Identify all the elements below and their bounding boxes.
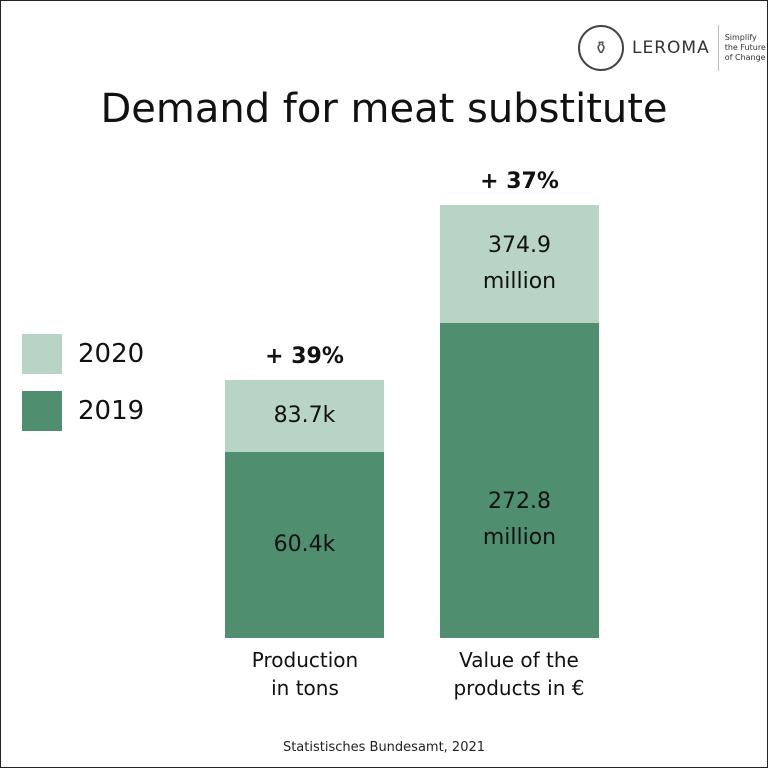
category-label: Value of the products in € bbox=[419, 646, 619, 702]
bar-value-line: 83.7k bbox=[273, 402, 336, 428]
category-line: in tons bbox=[271, 676, 339, 700]
tagline-line: of Change bbox=[724, 53, 766, 62]
chart-title: Demand for meat substitute bbox=[100, 86, 668, 132]
bar-value-line: 60.4k bbox=[273, 531, 336, 557]
category-line: Production bbox=[251, 648, 359, 672]
category-line: products in € bbox=[453, 676, 585, 700]
bar-value-label: 60.4k bbox=[274, 527, 336, 563]
bar-2019: 272.8 million bbox=[440, 322, 599, 638]
change-label: + 39% bbox=[265, 344, 344, 369]
bar-2020: 83.7k bbox=[225, 380, 384, 452]
logo-name: LEROMA bbox=[632, 38, 710, 58]
legend-item-2020: 2020 bbox=[22, 334, 144, 374]
legend-label: 2020 bbox=[78, 339, 145, 369]
bar-value-line: million bbox=[482, 525, 557, 551]
bar-value-line: 374.9 bbox=[488, 232, 551, 258]
legend-item-2019: 2019 bbox=[22, 391, 144, 431]
category-line: Value of the bbox=[459, 648, 579, 672]
tagline-line: Simplify bbox=[724, 33, 757, 42]
legend-label: 2019 bbox=[78, 396, 145, 426]
legend-swatch-2020 bbox=[22, 334, 62, 374]
bar-value-line: million bbox=[482, 268, 557, 294]
bar-value-label: 272.8 million bbox=[483, 484, 556, 556]
leroma-logo: ⚱ LEROMA Simplify the Future of Change bbox=[578, 24, 766, 72]
source-note: Statistisches Bundesamt, 2021 bbox=[282, 740, 486, 755]
logo-tagline: Simplify the Future of Change bbox=[725, 33, 766, 63]
legend-swatch-2019 bbox=[22, 391, 62, 431]
logo-divider bbox=[717, 25, 719, 71]
sacks-icon: ⚱ bbox=[578, 25, 624, 71]
bar-2019: 60.4k bbox=[225, 451, 384, 638]
category-label: Production in tons bbox=[205, 646, 405, 702]
bar-2020: 374.9 million bbox=[440, 205, 599, 323]
bar-value-label: 374.9 million bbox=[483, 228, 556, 300]
tagline-line: the Future bbox=[724, 43, 766, 52]
bar-value-line: 272.8 bbox=[488, 489, 551, 515]
change-label: + 37% bbox=[480, 169, 559, 194]
bar-value-label: 83.7k bbox=[274, 398, 336, 434]
